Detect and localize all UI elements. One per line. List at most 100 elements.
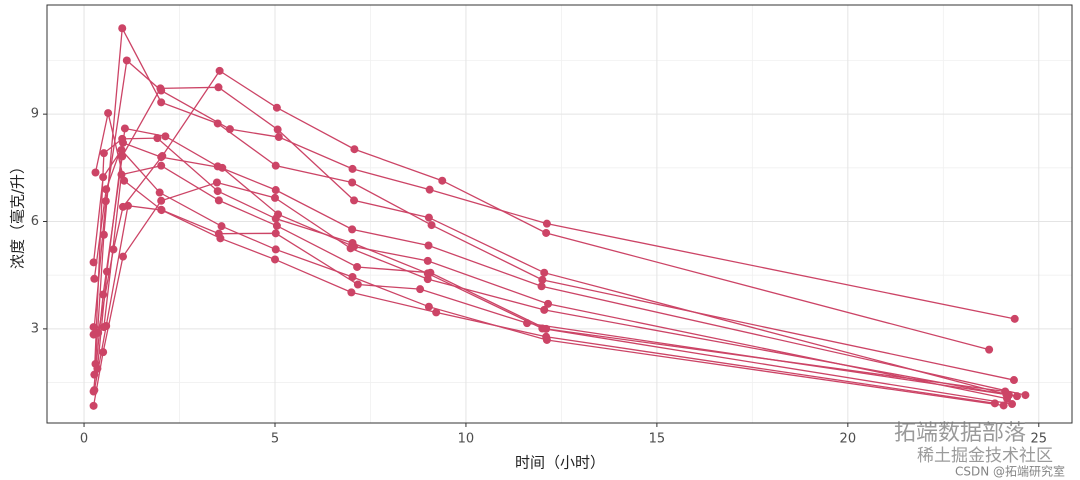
- data-point: [353, 280, 362, 289]
- data-point: [537, 282, 546, 291]
- data-point: [423, 256, 432, 265]
- watermark: CSDN @拓端研究室: [955, 464, 1065, 479]
- watermark: 稀土掘金技术社区: [917, 446, 1053, 466]
- data-point: [90, 274, 99, 283]
- series-line: [92, 86, 1007, 395]
- data-point: [350, 145, 359, 154]
- data-point: [348, 178, 357, 187]
- watermark: 拓端数据部落: [894, 421, 1026, 446]
- data-point: [157, 161, 166, 170]
- data-point: [270, 193, 279, 202]
- data-point: [538, 275, 547, 284]
- data-point: [94, 328, 103, 337]
- data-point: [424, 213, 433, 222]
- data-point: [432, 308, 441, 317]
- data-point: [427, 221, 436, 230]
- data-point: [214, 229, 223, 238]
- data-point: [118, 202, 127, 211]
- data-point: [347, 288, 356, 297]
- data-point: [271, 229, 280, 238]
- data-point: [1021, 391, 1030, 400]
- data-point: [122, 56, 131, 65]
- data-point: [540, 305, 549, 314]
- data-point: [271, 245, 280, 254]
- x-axis-label: 时间（小时）: [515, 454, 605, 472]
- data-point: [89, 387, 98, 396]
- data-point: [348, 164, 357, 173]
- x-tick-label: 15: [649, 432, 666, 447]
- data-point: [424, 302, 433, 311]
- data-point: [157, 205, 166, 214]
- x-tick-label: 5: [271, 432, 279, 447]
- data-point: [213, 119, 222, 128]
- data-point: [118, 152, 127, 161]
- data-point: [214, 196, 223, 205]
- data-point: [348, 225, 357, 234]
- series-line: [92, 59, 1015, 335]
- data-point: [157, 98, 166, 107]
- data-point: [438, 176, 447, 185]
- data-point: [990, 399, 999, 408]
- data-point: [118, 24, 127, 33]
- data-point: [272, 103, 281, 112]
- data-point: [426, 268, 435, 277]
- data-point: [214, 83, 223, 92]
- y-axis-label: 浓度（毫克/升）: [9, 159, 27, 269]
- data-point: [99, 230, 108, 239]
- data-point: [271, 186, 280, 195]
- data-point: [272, 221, 281, 230]
- data-point: [102, 185, 111, 194]
- data-point: [109, 245, 118, 254]
- data-point: [346, 244, 355, 253]
- data-point: [1013, 392, 1022, 401]
- data-point: [542, 228, 551, 237]
- data-point: [91, 359, 100, 368]
- data-point: [153, 134, 162, 143]
- data-point: [425, 185, 434, 194]
- data-point: [120, 124, 129, 133]
- data-point: [158, 152, 167, 161]
- data-point: [985, 345, 994, 354]
- data-point: [270, 255, 279, 264]
- data-point: [1002, 390, 1011, 399]
- data-point: [157, 196, 166, 205]
- y-tick-label: 3: [31, 321, 39, 336]
- data-point: [156, 84, 165, 93]
- data-point: [271, 161, 280, 170]
- data-point: [353, 262, 362, 271]
- data-point: [89, 258, 98, 267]
- data-point: [424, 241, 433, 250]
- data-point: [99, 348, 108, 357]
- data-point: [1010, 314, 1019, 323]
- data-point: [423, 275, 432, 284]
- data-point: [161, 132, 170, 141]
- data-point: [273, 125, 282, 134]
- data-point: [104, 109, 113, 118]
- data-point: [99, 173, 108, 182]
- data-point: [999, 401, 1008, 410]
- series-line: [93, 137, 1013, 405]
- data-point: [99, 290, 108, 299]
- series-line: [92, 181, 1010, 406]
- data-point: [274, 133, 283, 142]
- data-point: [91, 168, 100, 177]
- data-point: [217, 222, 226, 231]
- data-point: [213, 162, 222, 171]
- data-point: [99, 149, 108, 158]
- x-tick-label: 10: [458, 432, 475, 447]
- data-point: [523, 319, 532, 328]
- data-point: [120, 176, 129, 185]
- data-point: [542, 219, 551, 228]
- data-point: [540, 268, 549, 277]
- data-point: [542, 335, 551, 344]
- series-line: [94, 112, 1018, 397]
- data-point: [89, 401, 98, 410]
- series-line: [92, 148, 1004, 407]
- x-tick-label: 0: [80, 432, 88, 447]
- data-point: [350, 196, 359, 205]
- panel-border: [46, 4, 1073, 424]
- data-point: [155, 188, 164, 197]
- data-point: [416, 285, 425, 294]
- data-point: [544, 299, 553, 308]
